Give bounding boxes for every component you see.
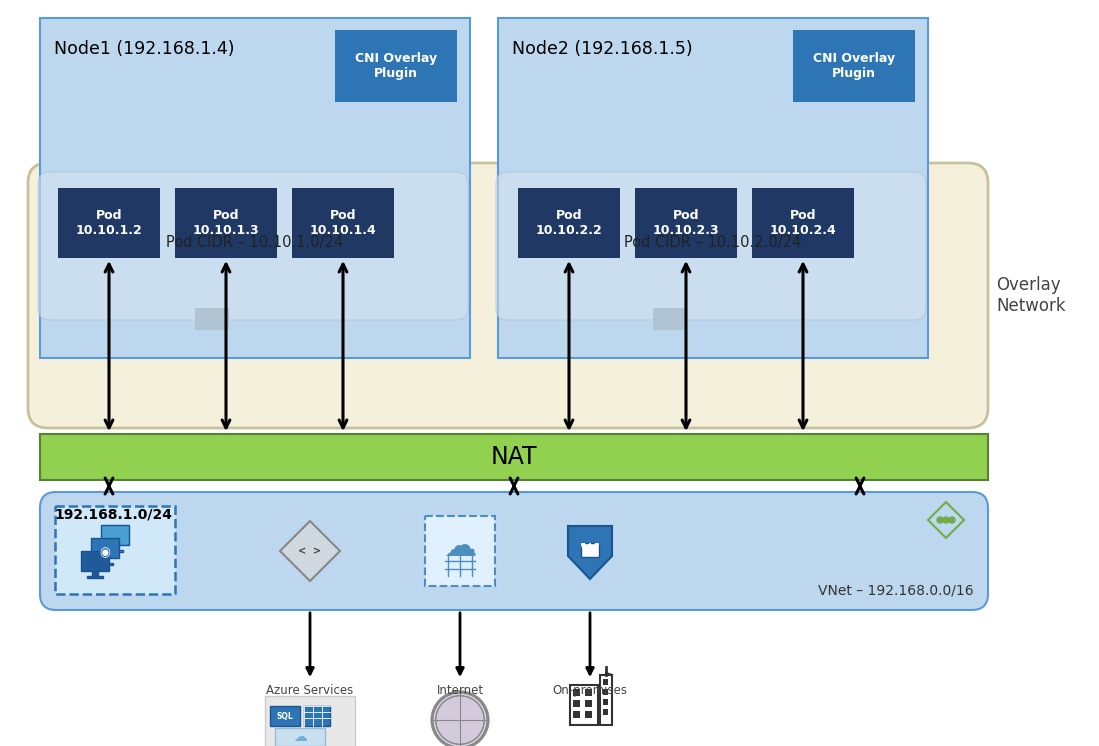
- FancyBboxPatch shape: [38, 172, 468, 320]
- Bar: [97, 563, 113, 565]
- Text: Pod
10.10.1.3: Pod 10.10.1.3: [192, 209, 259, 237]
- Bar: [498, 18, 928, 358]
- Polygon shape: [568, 526, 612, 579]
- Bar: [603, 699, 608, 705]
- Circle shape: [943, 517, 950, 523]
- Text: CNI Overlay
Plugin: CNI Overlay Plugin: [813, 52, 895, 80]
- Bar: [92, 571, 98, 576]
- Circle shape: [937, 517, 943, 523]
- Bar: [603, 709, 608, 715]
- Bar: [518, 188, 620, 258]
- Text: 192.168.1.0/24: 192.168.1.0/24: [54, 508, 173, 522]
- Bar: [275, 728, 325, 746]
- Bar: [573, 711, 580, 718]
- Bar: [292, 188, 395, 258]
- Text: CNI Overlay
Plugin: CNI Overlay Plugin: [355, 52, 437, 80]
- Bar: [40, 434, 988, 480]
- Bar: [195, 308, 229, 330]
- Bar: [752, 188, 854, 258]
- Bar: [581, 543, 599, 557]
- Text: Node1 (192.168.1.4): Node1 (192.168.1.4): [54, 40, 234, 58]
- Text: Pod
10.10.2.2: Pod 10.10.2.2: [535, 209, 602, 237]
- Bar: [585, 711, 592, 718]
- Bar: [265, 696, 355, 746]
- Text: ☁: ☁: [443, 530, 477, 562]
- Text: On-premises: On-premises: [553, 684, 628, 697]
- Bar: [102, 558, 108, 563]
- Bar: [55, 506, 175, 594]
- Bar: [87, 576, 103, 578]
- Bar: [603, 679, 608, 685]
- Text: VNet – 192.168.0.0/16: VNet – 192.168.0.0/16: [819, 584, 974, 598]
- FancyBboxPatch shape: [496, 172, 926, 320]
- Bar: [270, 706, 300, 726]
- Text: Pod
10.10.1.2: Pod 10.10.1.2: [76, 209, 143, 237]
- Bar: [304, 706, 330, 726]
- Bar: [585, 689, 592, 696]
- Bar: [58, 188, 160, 258]
- Text: Internet: Internet: [436, 684, 484, 697]
- Bar: [335, 30, 457, 102]
- Bar: [81, 551, 109, 571]
- Text: Pod
10.10.2.4: Pod 10.10.2.4: [769, 209, 836, 237]
- Bar: [570, 685, 598, 725]
- Text: Pod CIDR – 10.10.1.0/24: Pod CIDR – 10.10.1.0/24: [166, 236, 344, 251]
- Text: Pod CIDR – 10.10.2.0/24: Pod CIDR – 10.10.2.0/24: [624, 236, 801, 251]
- Text: SQL: SQL: [277, 712, 293, 721]
- FancyBboxPatch shape: [40, 492, 988, 610]
- Bar: [635, 188, 737, 258]
- Bar: [107, 550, 123, 552]
- Bar: [573, 689, 580, 696]
- FancyBboxPatch shape: [27, 163, 988, 428]
- Bar: [600, 675, 612, 725]
- Bar: [112, 545, 118, 550]
- Bar: [175, 188, 277, 258]
- Bar: [585, 700, 592, 707]
- Text: Node2 (192.168.1.5): Node2 (192.168.1.5): [512, 40, 692, 58]
- Bar: [91, 538, 119, 558]
- Text: <  >: < >: [299, 546, 322, 556]
- Bar: [40, 18, 470, 358]
- Circle shape: [434, 694, 486, 746]
- Text: Pod
10.10.1.4: Pod 10.10.1.4: [310, 209, 376, 237]
- Text: Azure Services: Azure Services: [266, 684, 354, 697]
- Polygon shape: [280, 521, 340, 581]
- Bar: [425, 516, 495, 586]
- Bar: [573, 700, 580, 707]
- Bar: [101, 525, 129, 545]
- Text: ◉: ◉: [100, 547, 110, 560]
- Bar: [653, 308, 687, 330]
- Text: ☁: ☁: [293, 730, 307, 744]
- Text: NAT: NAT: [490, 445, 537, 469]
- Text: Overlay
Network: Overlay Network: [996, 276, 1066, 315]
- Bar: [603, 689, 608, 695]
- Circle shape: [950, 517, 955, 523]
- Text: Pod
10.10.2.3: Pod 10.10.2.3: [653, 209, 720, 237]
- Circle shape: [432, 692, 488, 746]
- Bar: [793, 30, 915, 102]
